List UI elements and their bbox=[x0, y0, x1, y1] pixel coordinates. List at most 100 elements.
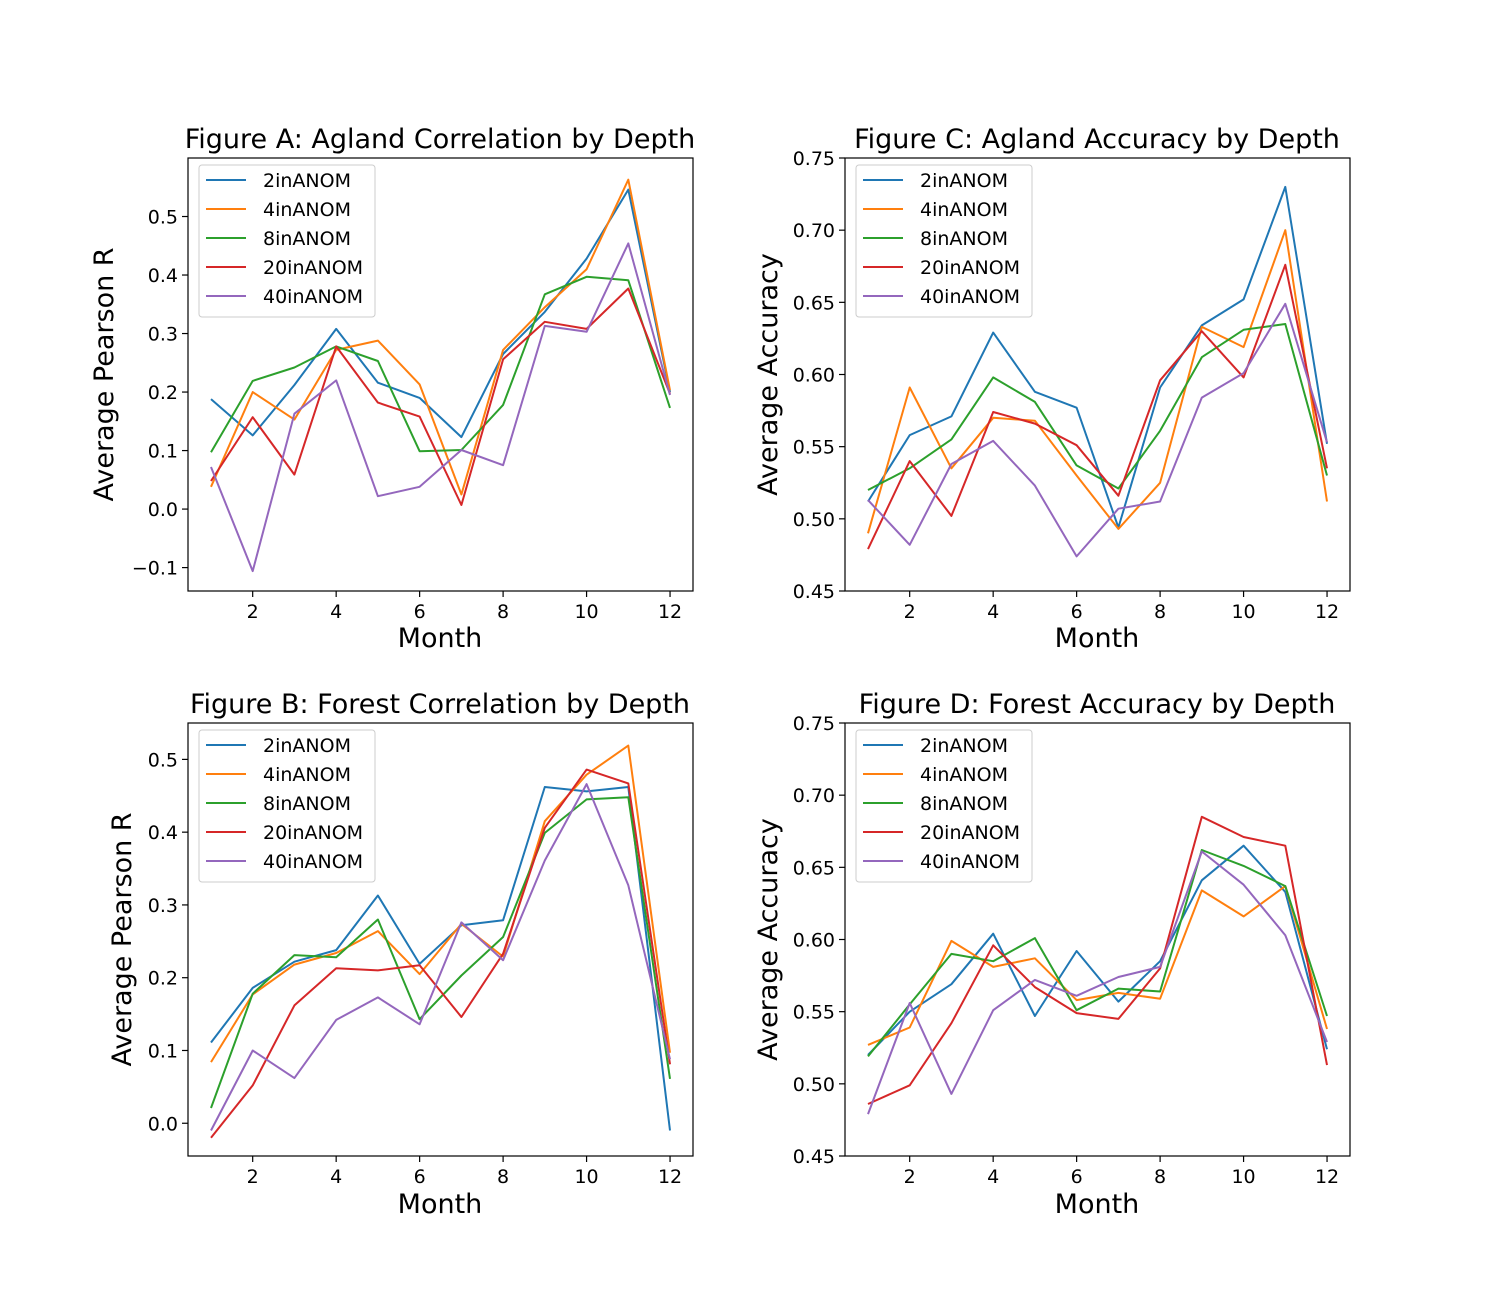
chart-title: Figure C: Agland Accuracy by Depth bbox=[854, 124, 1340, 155]
series-line-8inANOM bbox=[867, 849, 1328, 1058]
y-tick-label: −0.1 bbox=[132, 558, 178, 580]
legend-label: 40inANOM bbox=[263, 286, 363, 308]
series-line-4inANOM bbox=[210, 178, 671, 496]
y-tick-label: 0.1 bbox=[148, 441, 178, 463]
y-axis-label: Average Accuracy bbox=[753, 253, 784, 496]
x-tick-label: 10 bbox=[1231, 1166, 1255, 1188]
ticks: 2 4 6 8 10 12 −0.1 0.0 0.1 0.2 0.3 0.4 0.5 bbox=[132, 207, 682, 623]
x-tick-label: 8 bbox=[1154, 601, 1166, 623]
x-axis-label: Month bbox=[398, 1189, 483, 1220]
legend-label: 8inANOM bbox=[920, 793, 1008, 815]
y-tick-label: 0.65 bbox=[793, 292, 835, 314]
series-line-4inANOM bbox=[210, 744, 671, 1063]
x-axis-label: Month bbox=[1055, 623, 1140, 654]
series-line-40inANOM bbox=[210, 783, 671, 1131]
series-line-20inANOM bbox=[210, 287, 671, 506]
legend: 2inANOM 4inANOM 8inANOM 20inANOM 40inANOM bbox=[855, 164, 1033, 318]
y-axis-label: Average Pearson R bbox=[107, 812, 138, 1066]
x-tick-label: 2 bbox=[247, 1166, 259, 1188]
y-tick-label: 0.60 bbox=[793, 365, 835, 387]
panel-d: Figure D: Forest Accuracy by Depth Month… bbox=[753, 689, 1351, 1220]
y-tick-label: 0.0 bbox=[148, 499, 178, 521]
y-tick-label: 0.4 bbox=[148, 822, 178, 844]
series-layer bbox=[867, 815, 1328, 1115]
y-tick-label: 0.2 bbox=[148, 382, 178, 404]
series-line-40inANOM bbox=[867, 850, 1328, 1115]
legend-label: 4inANOM bbox=[263, 199, 351, 221]
y-tick-label: 0.3 bbox=[148, 324, 178, 346]
x-tick-label: 6 bbox=[1071, 1166, 1083, 1188]
legend-label: 8inANOM bbox=[263, 228, 351, 250]
y-tick-label: 0.65 bbox=[793, 857, 835, 879]
panel-a: Figure A: Agland Correlation by Depth Mo… bbox=[89, 124, 695, 654]
legend: 2inANOM 4inANOM 8inANOM 20inANOM 40inANOM bbox=[855, 729, 1033, 883]
y-tick-label: 0.4 bbox=[148, 265, 178, 287]
plot-area bbox=[187, 722, 694, 1157]
legend-label: 20inANOM bbox=[263, 822, 363, 844]
y-tick-label: 0.70 bbox=[793, 785, 835, 807]
chart-title: Figure D: Forest Accuracy by Depth bbox=[859, 689, 1336, 720]
x-tick-label: 4 bbox=[987, 601, 999, 623]
y-tick-label: 0.3 bbox=[148, 895, 178, 917]
series-layer bbox=[210, 178, 671, 573]
series-line-40inANOM bbox=[210, 242, 671, 573]
x-tick-label: 2 bbox=[247, 601, 259, 623]
legend-label: 8inANOM bbox=[920, 228, 1008, 250]
x-tick-label: 10 bbox=[574, 1166, 598, 1188]
x-tick-label: 6 bbox=[414, 1166, 426, 1188]
x-tick-label: 2 bbox=[904, 1166, 916, 1188]
y-tick-label: 0.1 bbox=[148, 1040, 178, 1062]
y-tick-label: 0.60 bbox=[793, 930, 835, 952]
legend-label: 2inANOM bbox=[263, 735, 351, 757]
series-line-40inANOM bbox=[867, 302, 1328, 558]
legend-label: 2inANOM bbox=[920, 170, 1008, 192]
series-line-20inANOM bbox=[210, 768, 671, 1139]
y-tick-label: 0.55 bbox=[793, 1002, 835, 1024]
series-line-20inANOM bbox=[867, 263, 1328, 550]
ticks: 2 4 6 8 10 12 0.0 0.1 0.2 0.3 0.4 0.5 bbox=[148, 749, 682, 1188]
legend-label: 20inANOM bbox=[920, 822, 1020, 844]
x-tick-label: 4 bbox=[987, 1166, 999, 1188]
ticks: 2 4 6 8 10 12 0.45 0.50 0.55 0.60 0.65 0.70 0.75 bbox=[793, 713, 1339, 1188]
series-line-20inANOM bbox=[867, 815, 1328, 1105]
plot-area bbox=[187, 157, 694, 592]
series-layer bbox=[867, 185, 1328, 558]
panel-c: Figure C: Agland Accuracy by Depth Month… bbox=[753, 124, 1351, 654]
ticks: 2 4 6 8 10 12 0.45 0.50 0.55 0.60 0.65 0.70 0.75 bbox=[793, 148, 1339, 623]
y-tick-label: 0.50 bbox=[793, 509, 835, 531]
x-tick-label: 10 bbox=[1231, 601, 1255, 623]
x-tick-label: 6 bbox=[1071, 601, 1083, 623]
series-line-2inANOM bbox=[867, 185, 1328, 529]
y-axis-label: Average Pearson R bbox=[89, 247, 120, 501]
y-axis-label: Average Accuracy bbox=[753, 818, 784, 1061]
y-tick-label: 0.55 bbox=[793, 437, 835, 459]
x-tick-label: 12 bbox=[658, 601, 682, 623]
series-line-2inANOM bbox=[210, 188, 671, 439]
x-tick-label: 8 bbox=[497, 601, 509, 623]
legend-label: 40inANOM bbox=[920, 851, 1020, 873]
y-tick-label: 0.45 bbox=[793, 1146, 835, 1168]
y-tick-label: 0.5 bbox=[148, 749, 178, 771]
x-axis-label: Month bbox=[398, 623, 483, 654]
x-tick-label: 8 bbox=[497, 1166, 509, 1188]
series-line-4inANOM bbox=[867, 885, 1328, 1046]
legend-label: 20inANOM bbox=[263, 257, 363, 279]
chart-title: Figure B: Forest Correlation by Depth bbox=[190, 689, 690, 720]
legend-label: 20inANOM bbox=[920, 257, 1020, 279]
x-axis-label: Month bbox=[1055, 1189, 1140, 1220]
x-tick-label: 6 bbox=[414, 601, 426, 623]
series-line-4inANOM bbox=[867, 229, 1328, 534]
series-line-2inANOM bbox=[210, 786, 671, 1131]
chart-title: Figure A: Agland Correlation by Depth bbox=[185, 124, 696, 155]
legend-label: 40inANOM bbox=[263, 851, 363, 873]
y-tick-label: 0.2 bbox=[148, 968, 178, 990]
series-line-8inANOM bbox=[867, 323, 1328, 491]
x-tick-label: 12 bbox=[1315, 1166, 1339, 1188]
legend-label: 40inANOM bbox=[920, 286, 1020, 308]
y-tick-label: 0.75 bbox=[793, 713, 835, 735]
legend-label: 2inANOM bbox=[263, 170, 351, 192]
series-line-8inANOM bbox=[210, 275, 671, 453]
legend-box bbox=[855, 164, 1033, 318]
legend-label: 4inANOM bbox=[920, 764, 1008, 786]
y-tick-label: 0.75 bbox=[793, 148, 835, 170]
